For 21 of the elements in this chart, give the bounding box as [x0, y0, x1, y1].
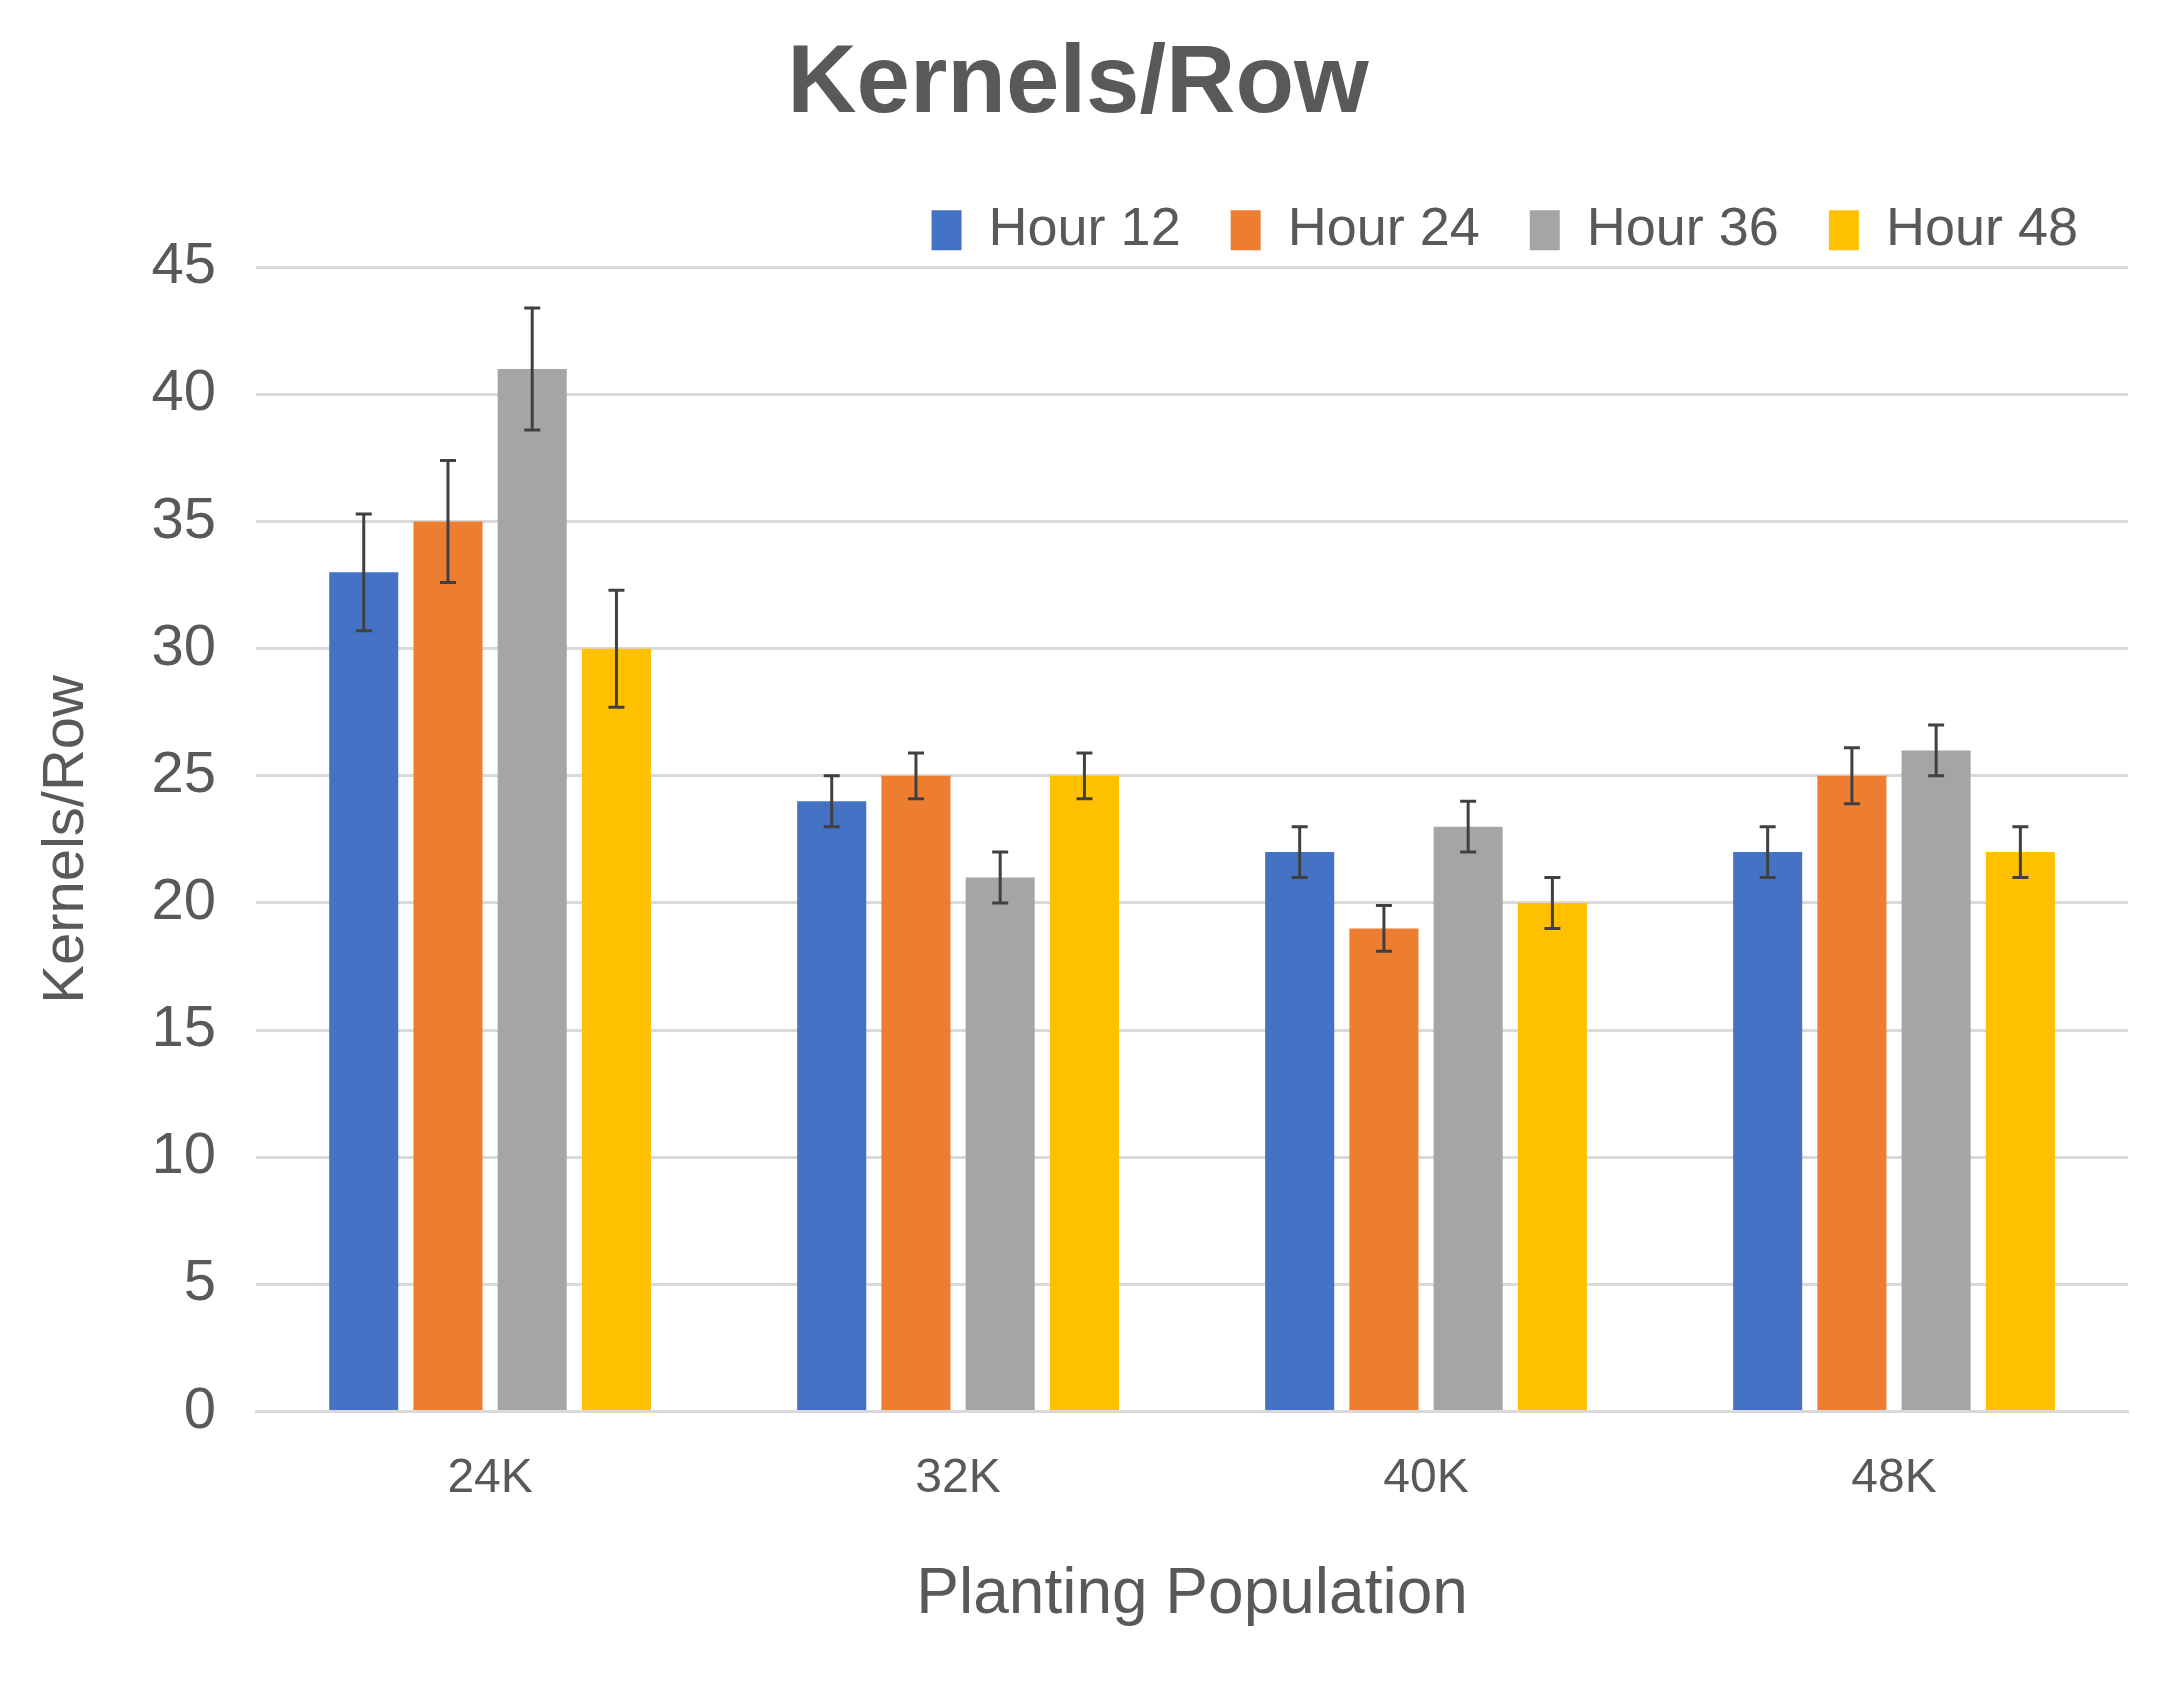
legend-label: Hour 24: [1287, 196, 1480, 257]
y-tick-label: 25: [151, 738, 217, 804]
x-axis-title: Planting Population: [916, 1555, 1468, 1628]
chart-title: Kernels/Row: [787, 25, 1370, 133]
x-tick-label: 40K: [1383, 1448, 1469, 1502]
legend-label: Hour 48: [1885, 196, 2079, 257]
y-tick-label: 35: [151, 484, 217, 550]
x-tick-label: 32K: [915, 1448, 1001, 1502]
y-tick-label: 0: [183, 1374, 217, 1440]
y-tick-label: 40: [151, 357, 217, 423]
legend-label: Hour 12: [988, 196, 1181, 257]
x-tick-label: 24K: [447, 1448, 533, 1502]
y-tick-label: 5: [183, 1247, 217, 1313]
y-tick-label: 20: [151, 865, 217, 931]
y-tick-label: 10: [151, 1120, 217, 1186]
legend-label: Hour 36: [1586, 196, 1779, 257]
x-tick-label: 48K: [1851, 1448, 1937, 1502]
y-tick-label: 30: [151, 611, 217, 677]
y-tick-label: 45: [151, 230, 217, 296]
y-tick-label: 15: [151, 993, 217, 1059]
y-axis-title: Kernels/Row: [29, 673, 95, 1004]
